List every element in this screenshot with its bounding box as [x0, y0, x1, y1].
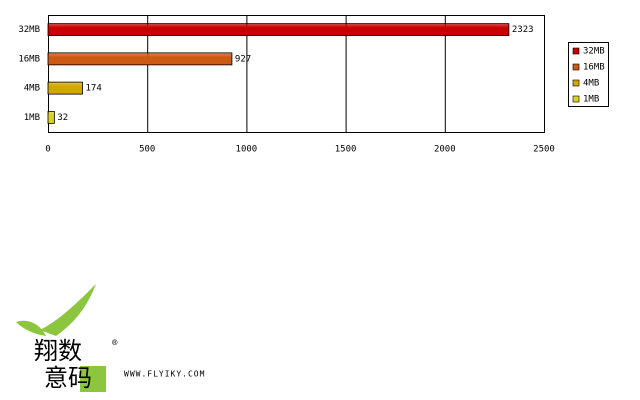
- x-tick-label: 1000: [236, 145, 258, 155]
- legend-swatch: [572, 95, 580, 103]
- y-tick-label: 16MB: [18, 54, 40, 64]
- legend-label: 4MB: [583, 79, 599, 89]
- leaf: [40, 284, 96, 336]
- data-label: 2323: [512, 25, 534, 35]
- x-tick-label: 500: [139, 145, 155, 155]
- leaf: [16, 320, 46, 336]
- legend-label: 1MB: [583, 95, 599, 105]
- legend-swatch: [572, 47, 580, 55]
- x-tick-label: 1500: [335, 145, 357, 155]
- bar: [47, 110, 55, 124]
- legend-label: 32MB: [583, 47, 605, 57]
- legend-label: 16MB: [583, 63, 605, 73]
- data-label: 174: [86, 84, 102, 94]
- logo-text: 意码: [44, 364, 92, 392]
- logo-box: [80, 366, 106, 392]
- y-tick-label: 32MB: [18, 25, 40, 35]
- logo-text: 翔数: [34, 337, 82, 365]
- bar: [47, 52, 233, 66]
- y-tick-label: 4MB: [24, 84, 40, 94]
- x-tick-label: 2500: [533, 145, 555, 155]
- logo-mark: ®: [112, 339, 118, 349]
- x-tick-label: 2000: [434, 145, 456, 155]
- legend-swatch: [572, 79, 580, 87]
- x-tick-label: 0: [45, 145, 50, 155]
- data-label: 32: [57, 113, 68, 123]
- logo: 翔数 意码 ® WWW.FLYIKY.COM: [16, 284, 205, 392]
- data-label: 927: [235, 54, 251, 64]
- logo-url: WWW.FLYIKY.COM: [124, 370, 205, 379]
- bar: [47, 23, 510, 37]
- y-tick-label: 1MB: [24, 113, 40, 123]
- legend-swatch: [572, 63, 580, 71]
- bar: [47, 81, 83, 95]
